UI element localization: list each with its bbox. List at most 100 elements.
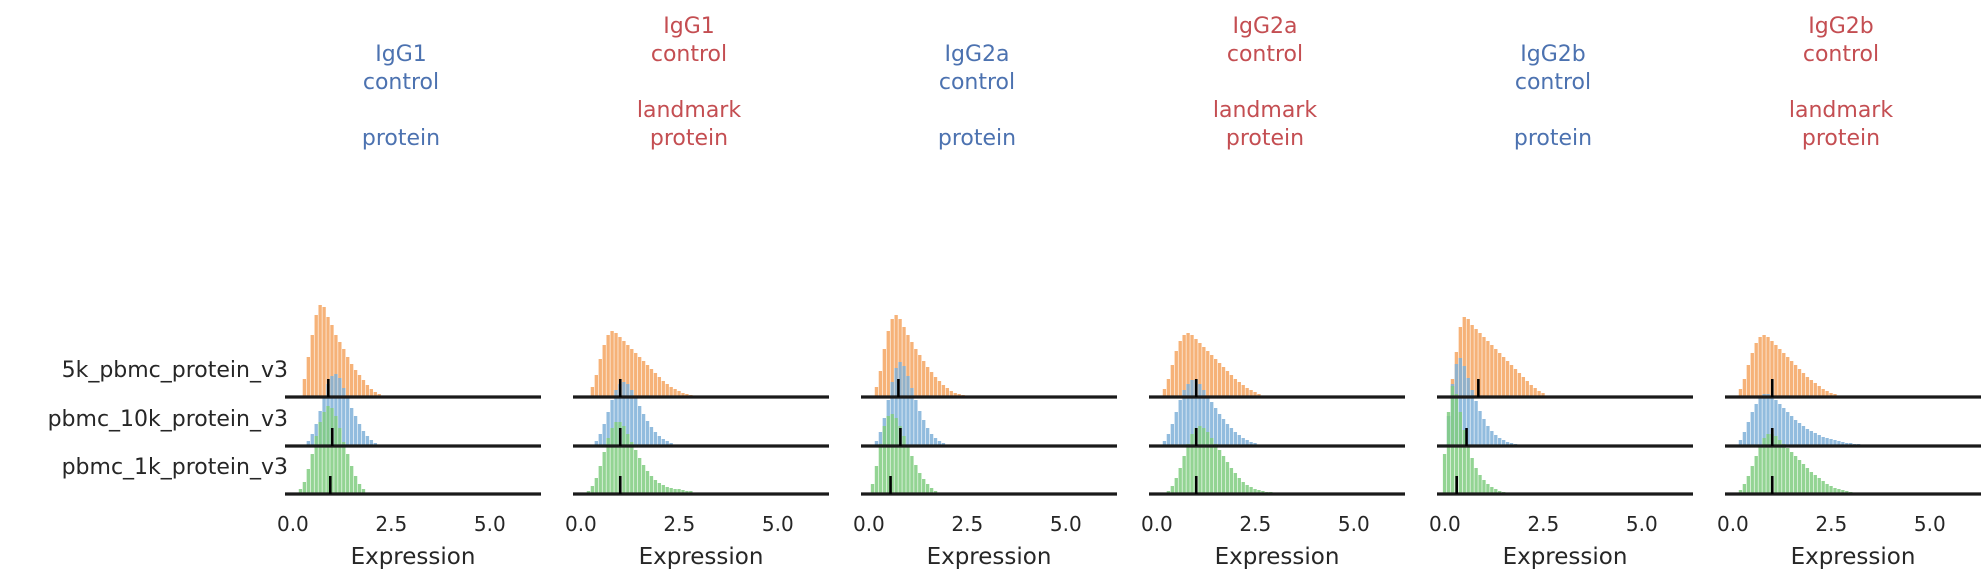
panel-5-sample-2-bar	[1782, 444, 1786, 494]
panel-1-title-line-4: protein	[650, 126, 728, 151]
panel-2-sample-0-bar	[874, 387, 879, 397]
panel-0-sample-1-bar	[310, 434, 314, 446]
panel-5-sample-2-bar	[1829, 486, 1833, 494]
panel-5-sample-2-bar	[1770, 434, 1774, 494]
panel-3-sample-1-bar	[1206, 396, 1210, 446]
panel-3-sample-1-bar	[1186, 384, 1190, 446]
panel-1-sample-2-bar	[669, 488, 673, 494]
panel-1-sample-0-bar	[661, 381, 665, 397]
panel-5-sample-1-bar	[1789, 416, 1794, 446]
panel-0-sample-0-bar	[353, 370, 358, 397]
panel-5-sample-0-bar	[1789, 361, 1794, 397]
panel-2-sample-0-bar	[890, 319, 894, 397]
panel-0-sample-1-bar	[357, 424, 362, 446]
panel-4-sample-1-bar	[1462, 366, 1466, 446]
panel-4-sample-1-bar	[1494, 435, 1498, 446]
panel-5-sample-1-bar	[1778, 404, 1782, 446]
panel-1-sample-0-bar	[677, 391, 681, 397]
panel-3-sample-2-bar	[1174, 478, 1178, 494]
panel-1-sample-0-bar	[630, 349, 634, 397]
panel-4-sample-0-bar	[1537, 391, 1541, 397]
panel-2-sample-1-bar	[925, 428, 930, 446]
panel-4-sample-0-bar	[1541, 393, 1545, 397]
panel-3-title-line-4: protein	[1226, 126, 1304, 151]
panel-4-sample-1-bar	[1490, 431, 1494, 446]
panel-1-sample-2-bar	[634, 450, 638, 494]
panel-2-sample-1-bar	[898, 362, 902, 446]
panel-2-xtick-1: 2.5	[951, 512, 983, 536]
panel-2-sample-0-bar	[886, 331, 890, 397]
panel-4-sample-2-bar	[1474, 468, 1478, 494]
panel-0-sample-1-bar	[338, 378, 342, 446]
panel-3-sample-0-bar	[1182, 335, 1186, 397]
panel-5-sample-1-bar	[1762, 394, 1766, 446]
panel-1-sample-2-bar	[665, 487, 669, 494]
panel-5-sample-2-bar	[1778, 440, 1782, 494]
panel-1-sample-0-bar	[590, 387, 595, 397]
panel-4-sample-1-bar	[1501, 440, 1506, 446]
panel-5-sample-2-bar	[1821, 481, 1825, 494]
panel-5-sample-1-bar	[1829, 439, 1833, 446]
panel-5-sample-1-bar	[1774, 400, 1778, 446]
panel-4-xtick-0: 0.0	[1429, 512, 1461, 536]
panel-5-sample-0-bar	[1762, 335, 1766, 397]
panel-4-sample-2-bar	[1470, 458, 1474, 494]
panel-3-sample-2-bar	[1170, 486, 1174, 494]
panel-0-sample-2-bar	[298, 489, 303, 494]
panel-2-sample-0-bar	[878, 371, 883, 397]
panel-2-sample-1-bar	[878, 432, 883, 446]
panel-1-sample-2-bar	[606, 438, 610, 494]
panel-0-sample-2-bar	[318, 422, 322, 494]
panel-1-sample-0-bar	[606, 335, 610, 397]
panel-3-sample-2-bar	[1178, 468, 1182, 494]
panel-1-sample-1-bar	[626, 384, 630, 446]
panel-2-sample-1-bar	[914, 400, 918, 446]
panel-0-sample-2-bar	[330, 408, 334, 494]
panel-1-sample-2-bar	[598, 466, 602, 494]
panel-5-sample-0-bar	[1809, 380, 1814, 397]
panel-5-sample-0-bar	[1782, 353, 1786, 397]
panel-0-title-line-3: protein	[362, 126, 440, 151]
panel-3-sample-0-bar	[1245, 388, 1249, 397]
panel-5-sample-1-bar	[1841, 442, 1845, 446]
panel-5-sample-1-bar	[1766, 394, 1770, 446]
panel-0-sample-1-bar	[334, 374, 338, 446]
panel-3-sample-0-bar	[1217, 363, 1222, 397]
panel-3-sample-1-bar	[1245, 440, 1249, 446]
panel-2-sample-2-bar	[922, 479, 926, 494]
panel-0-sample-2-bar	[314, 436, 318, 494]
panel-2-title-line-0: IgG2a	[945, 42, 1010, 67]
panel-5-sample-1-bar	[1782, 408, 1786, 446]
panel-5-sample-2-bar	[1809, 472, 1814, 494]
panel-5-sample-1-bar	[1786, 412, 1790, 446]
panel-1-sample-1-bar	[657, 436, 662, 446]
panel-0-title-line-1: control	[363, 70, 439, 95]
panel-4-sample-0-bar	[1533, 388, 1537, 397]
panel-4-sample-1-bar	[1505, 442, 1510, 446]
panel-1-sample-2-bar	[618, 422, 622, 494]
panel-3-sample-1-bar	[1213, 408, 1218, 446]
panel-1-sample-1-bar	[606, 412, 610, 446]
panel-1-sample-0-bar	[653, 373, 658, 397]
panel-5-sample-2-bar	[1738, 490, 1743, 494]
panel-0-sample-2-bar	[357, 484, 362, 494]
panel-2-sample-0-bar	[945, 388, 950, 397]
panel-1-sample-0-bar	[681, 393, 685, 397]
panel-2-sample-1-bar	[922, 420, 926, 446]
panel-4-sample-0-bar	[1482, 337, 1486, 397]
panel-3-sample-0-bar	[1190, 335, 1194, 397]
sample-label-2: pbmc_1k_protein_v3	[62, 455, 288, 480]
panel-1-sample-1-bar	[598, 434, 602, 446]
panel-0-sample-0-bar	[330, 325, 334, 397]
panel-5-xlabel: Expression	[1791, 544, 1916, 570]
panel-5-xtick-1: 2.5	[1815, 512, 1847, 536]
panel-3-sample-2-bar	[1206, 432, 1210, 494]
panel-2-sample-1-bar	[902, 366, 906, 446]
panel-5-sample-0-bar	[1797, 369, 1802, 397]
panel-1-sample-1-bar	[653, 432, 658, 446]
panel-4-sample-2-bar	[1458, 412, 1462, 494]
panel-3-sample-1-bar	[1190, 380, 1194, 446]
panel-1-sample-1-bar	[649, 427, 654, 446]
panel-5-sample-1-bar	[1801, 426, 1806, 446]
panel-3-title-line-0: IgG2a	[1233, 14, 1298, 39]
